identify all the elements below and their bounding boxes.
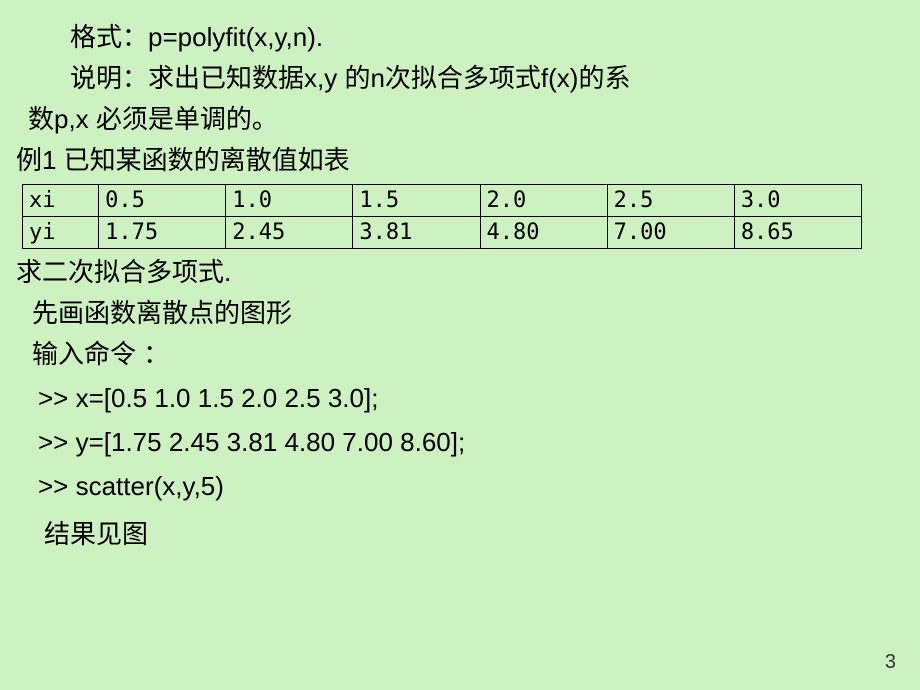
result-line: 结果见图 — [0, 515, 920, 554]
input-line: 输入命令 ： — [0, 335, 920, 374]
table-cell: 2.5 — [607, 185, 734, 217]
format-label: 格式： — [70, 22, 148, 52]
format-line: 格式：p=polyfit(x,y,n). — [0, 18, 920, 57]
input-text: 输入命令 ： — [32, 339, 169, 369]
table-cell: 2.45 — [226, 217, 353, 249]
table-cell: 1.0 — [226, 185, 353, 217]
table-cell: 0.5 — [99, 185, 226, 217]
code-line-1: >> x=[0.5 1.0 1.5 2.0 2.5 3.0]; — [0, 376, 920, 420]
find-text: 求二次拟合多项式. — [16, 257, 231, 287]
table-cell: 3.81 — [353, 217, 480, 249]
code-text-3: >> scatter(x,y,5) — [38, 471, 224, 501]
table-cell: 1.5 — [353, 185, 480, 217]
plot-line: 先画函数离散点的图形 — [0, 294, 920, 333]
code-text-1: >> x=[0.5 1.0 1.5 2.0 2.5 3.0]; — [38, 383, 378, 413]
desc-line-2: 数p,x 必须是单调的。 — [0, 100, 920, 139]
page-number: 3 — [885, 651, 896, 674]
example-line: 例1 已知某函数的离散值如表 — [0, 141, 920, 180]
table-cell: 4.80 — [480, 217, 607, 249]
code-line-2: >> y=[1.75 2.45 3.81 4.80 7.00 8.60]; — [0, 420, 920, 464]
table-cell: 8.65 — [734, 217, 861, 249]
find-line: 求二次拟合多项式. — [0, 253, 920, 292]
desc-text-2: 数p,x 必须是单调的。 — [28, 104, 278, 134]
table-row: yi 1.75 2.45 3.81 4.80 7.00 8.65 — [23, 217, 862, 249]
table-cell: 7.00 — [607, 217, 734, 249]
format-code: p=polyfit(x,y,n). — [148, 22, 323, 52]
table-cell: 1.75 — [99, 217, 226, 249]
code-text-2: >> y=[1.75 2.45 3.81 4.80 7.00 8.60]; — [38, 427, 465, 457]
table-cell: 2.0 — [480, 185, 607, 217]
desc-line-1: 说明：求出已知数据x,y 的n次拟合多项式f(x)的系 — [0, 59, 920, 98]
table-cell: xi — [23, 185, 99, 217]
data-table: xi 0.5 1.0 1.5 2.0 2.5 3.0 yi 1.75 2.45 … — [22, 184, 862, 249]
result-text: 结果见图 — [44, 519, 148, 549]
plot-text: 先画函数离散点的图形 — [32, 298, 292, 328]
table-cell: 3.0 — [734, 185, 861, 217]
table-row: xi 0.5 1.0 1.5 2.0 2.5 3.0 — [23, 185, 862, 217]
example-text: 例1 已知某函数的离散值如表 — [16, 145, 350, 175]
table-cell: yi — [23, 217, 99, 249]
code-line-3: >> scatter(x,y,5) — [0, 464, 920, 508]
desc-text-1: 说明：求出已知数据x,y 的n次拟合多项式f(x)的系 — [70, 63, 630, 93]
